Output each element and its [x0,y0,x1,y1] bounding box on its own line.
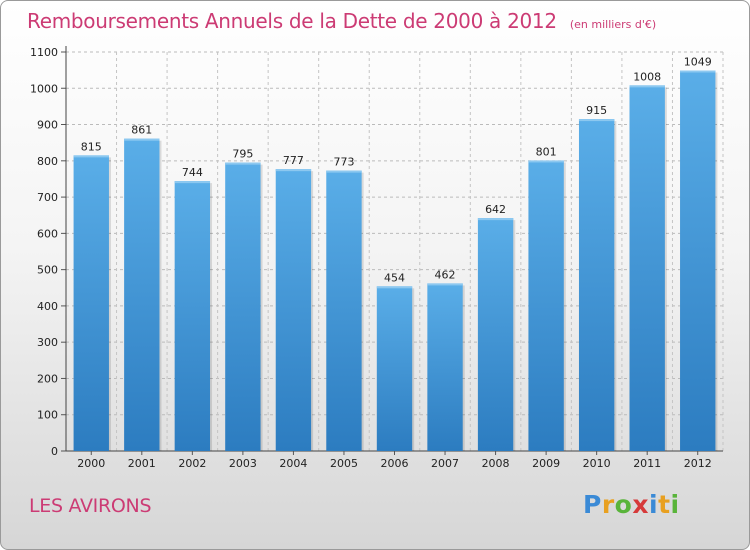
bar-highlight [225,162,261,165]
y-tick-label: 500 [37,264,58,277]
chart-unit-subtitle: (en milliers d'€) [569,18,657,31]
bar-highlight [73,155,109,158]
bar-highlight [275,169,312,172]
value-label-2008: 642 [485,203,506,216]
bar-highlight [629,85,665,88]
bar-2002 [174,181,211,451]
bar-2003 [225,162,261,451]
x-tick-label-2005: 2005 [330,457,358,470]
y-tick-label: 600 [37,227,58,240]
bar-2009 [528,160,564,452]
value-label-2011: 1008 [633,70,661,83]
x-tick-label-2008: 2008 [482,457,510,470]
value-label-2006: 454 [384,271,405,284]
bar-highlight [124,138,160,141]
y-tick-label: 1000 [30,82,58,95]
bar-2004 [275,169,312,452]
y-tick-label: 400 [37,300,58,313]
logo-letter: i [649,490,659,519]
value-label-2002: 744 [182,166,203,179]
bar-2001 [124,138,160,451]
x-tick-label-2012: 2012 [684,457,712,470]
logo-letter: r [601,490,615,519]
bar-2007 [427,283,463,451]
value-label-2009: 801 [536,145,557,158]
x-tick-label-2002: 2002 [178,457,206,470]
bar-2010 [578,119,615,451]
bar-highlight [578,119,615,122]
bar-highlight [376,286,413,289]
y-tick-label: 800 [37,155,58,168]
x-tick-label-2007: 2007 [431,457,459,470]
bar-2008 [477,218,514,451]
bar-2006 [376,286,413,451]
x-tick-label-2010: 2010 [583,457,611,470]
bar-highlight [174,181,211,184]
value-label-2003: 795 [232,148,253,161]
y-tick-label: 700 [37,191,58,204]
chart-title-block: Remboursements Annuels de la Dette de 20… [27,9,656,33]
bar-highlight [477,218,514,221]
logo-letter: i [670,490,680,519]
labels: 815 2000 861 2001 744 2002 795 2003 777 2004 773 20… [77,55,711,470]
value-label-2010: 915 [586,104,607,117]
bar-2005 [326,170,362,451]
bar-2012 [680,70,716,452]
bar-2000 [73,155,109,452]
logo-letter: x [632,490,649,519]
value-label-2005: 773 [333,156,354,169]
y-tick-label: 900 [37,119,58,132]
x-tick-label-2006: 2006 [381,457,409,470]
bar-highlight [680,70,716,73]
chart-title: Remboursements Annuels de la Dette de 20… [27,9,557,33]
proxiti-logo: Proxiti [583,490,680,519]
value-label-2000: 815 [81,140,102,153]
x-tick-label-2011: 2011 [633,457,661,470]
y-tick-label: 0 [51,445,58,458]
x-tick-label-2009: 2009 [532,457,560,470]
logo-letter: t [658,490,671,519]
bar-highlight [326,170,362,173]
bar-highlight [528,160,564,163]
x-tick-label-2001: 2001 [128,457,156,470]
y-tick-label: 300 [37,336,58,349]
value-label-2007: 462 [435,268,456,281]
location-label: LES AVIRONS [29,495,152,517]
y-tick-label: 200 [37,372,58,385]
x-tick-label-2004: 2004 [279,457,307,470]
logo-letter: P [583,490,602,519]
value-label-2012: 1049 [684,55,712,68]
bars [73,70,718,452]
logo-letter: o [614,490,633,519]
y-tick-label: 1100 [30,46,58,59]
x-tick-label-2000: 2000 [77,457,105,470]
y-tick-label: 100 [37,409,58,422]
value-label-2004: 777 [283,154,304,167]
value-label-2001: 861 [131,124,152,137]
x-tick-label-2003: 2003 [229,457,257,470]
bar-highlight [427,283,463,286]
bar-2011 [629,85,665,451]
